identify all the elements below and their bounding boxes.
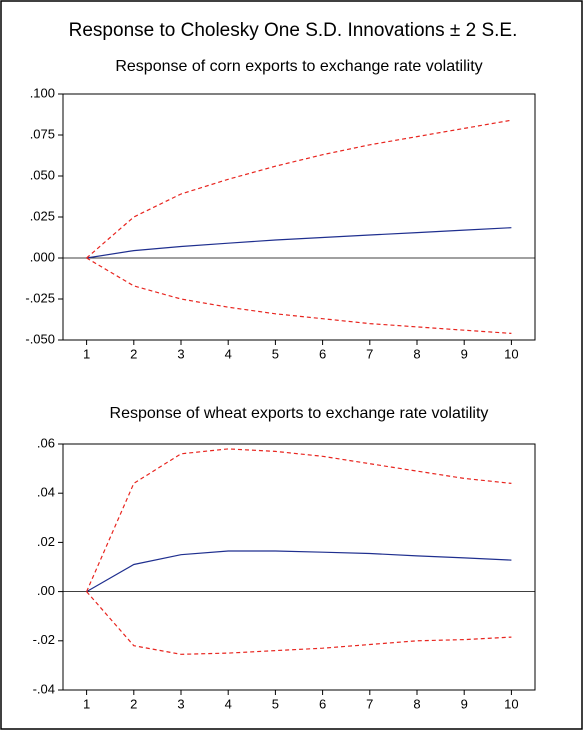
x-tick-label: 6 xyxy=(319,696,326,711)
y-tick-label: .025 xyxy=(30,208,55,223)
y-tick-label: -.02 xyxy=(33,632,55,647)
x-tick-label: 2 xyxy=(130,696,137,711)
y-tick-label: -.050 xyxy=(25,331,55,346)
x-tick-label: 8 xyxy=(413,696,420,711)
y-tick-label: -.025 xyxy=(25,290,55,305)
x-tick-label: 9 xyxy=(461,696,468,711)
y-tick-label: -.04 xyxy=(33,681,55,696)
x-tick-label: 1 xyxy=(83,346,90,361)
x-tick-label: 5 xyxy=(272,696,279,711)
x-tick-label: 10 xyxy=(504,696,518,711)
x-tick-label: 8 xyxy=(413,346,420,361)
y-tick-label: .050 xyxy=(30,167,55,182)
x-tick-label: 6 xyxy=(319,346,326,361)
y-tick-label: .000 xyxy=(30,249,55,264)
x-tick-label: 4 xyxy=(225,696,232,711)
series-line xyxy=(86,257,512,334)
y-tick-label: .100 xyxy=(30,85,55,100)
x-tick-label: 7 xyxy=(366,696,373,711)
x-tick-label: 1 xyxy=(83,696,90,711)
x-tick-label: 7 xyxy=(366,346,373,361)
series-line xyxy=(86,227,512,259)
series-line xyxy=(86,591,512,655)
y-tick-label: .04 xyxy=(37,485,55,500)
plot-area xyxy=(62,443,536,691)
series-line xyxy=(86,550,512,593)
x-tick-label: 2 xyxy=(130,346,137,361)
y-tick-label: .00 xyxy=(37,583,55,598)
x-tick-label: 3 xyxy=(177,696,184,711)
x-tick-label: 4 xyxy=(225,346,232,361)
x-tick-label: 10 xyxy=(504,346,518,361)
x-tick-label: 3 xyxy=(177,346,184,361)
x-tick-label: 9 xyxy=(461,346,468,361)
x-tick-label: 5 xyxy=(272,346,279,361)
chart-title: Response of corn exports to exchange rat… xyxy=(115,58,482,75)
y-tick-label: .06 xyxy=(37,435,55,450)
chart-title: Response of wheat exports to exchange ra… xyxy=(110,405,489,422)
y-tick-label: .075 xyxy=(30,126,55,141)
y-tick-label: .02 xyxy=(37,534,55,549)
main-title: Response to Cholesky One S.D. Innovation… xyxy=(69,20,518,41)
series-line xyxy=(86,448,512,592)
